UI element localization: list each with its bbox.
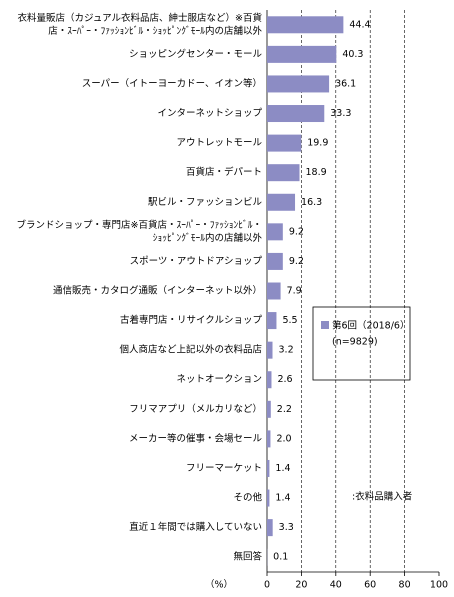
bar: [267, 252, 283, 270]
bar: [267, 341, 273, 359]
bar: [267, 45, 337, 63]
bar: [267, 193, 296, 211]
value-label: 5.5: [282, 315, 297, 326]
value-label: 36.1: [335, 78, 356, 89]
value-label: 2.0: [276, 433, 291, 444]
value-label: 3.3: [279, 522, 294, 533]
value-label: 7.9: [287, 286, 302, 297]
bar: [267, 134, 302, 152]
y-tick-label: 店・ｽｰﾊﾟｰ・ﾌｧｯｼｮﾝﾋﾞﾙ・ｼｮｯﾋﾟﾝｸﾞﾓｰﾙ内の店舗以外: [48, 25, 262, 37]
y-tick-label: メーカー等の催事・会場セール: [129, 432, 263, 444]
legend-label: 第6回（2018/6）: [332, 320, 409, 332]
x-tick-label: 60: [364, 580, 376, 591]
bar: [267, 164, 300, 182]
y-tick-label: スーパー（イトーヨーカドー、イオン等）: [82, 77, 262, 89]
x-axis-label: （%）: [205, 579, 233, 591]
x-tick-label: 20: [295, 580, 307, 591]
value-label: 18.9: [306, 167, 327, 178]
x-tick-label: 100: [430, 580, 448, 591]
y-tick-label: 駅ビル・ファッションビル: [148, 197, 263, 208]
y-tick-label: ｼｮｯﾋﾟﾝｸﾞﾓｰﾙ内の店舗以外: [153, 232, 263, 244]
bar: [267, 16, 344, 34]
y-tick-label: 無回答: [233, 551, 262, 563]
value-label: 33.3: [330, 108, 351, 119]
y-tick-label: 衣料量販店（カジュアル衣料品店、紳士服店など）※百貨: [17, 12, 262, 24]
value-label: 44.4: [349, 19, 370, 30]
value-label: 2.6: [277, 374, 292, 385]
bar: [267, 371, 272, 389]
value-label: 19.9: [307, 138, 328, 149]
y-tick-label: 通信販売・カタログ通販（インターネット以外）: [53, 285, 262, 297]
value-label: 40.3: [342, 49, 363, 60]
value-label: 2.2: [277, 404, 292, 415]
value-label: 1.4: [275, 493, 290, 504]
y-tick-label: 直近１年間では購入していない: [129, 521, 262, 533]
bar: [267, 223, 283, 241]
y-tick-label: 古着専門店・リサイクルショップ: [120, 314, 263, 326]
value-label: 16.3: [301, 197, 322, 208]
bar: [267, 519, 273, 537]
bar: [267, 459, 270, 477]
annotation: :衣料品購入者: [352, 491, 412, 503]
bar: [267, 75, 330, 93]
bar: [267, 312, 277, 330]
legend-box: [312, 306, 411, 381]
value-label: 1.4: [275, 463, 290, 474]
value-label: 0.1: [273, 552, 288, 563]
bar: [267, 105, 325, 123]
y-tick-label: フリーマーケット: [186, 463, 262, 474]
value-label: 3.2: [279, 345, 294, 356]
x-tick-label: 80: [399, 580, 411, 591]
legend-swatch: [321, 321, 329, 329]
y-tick-label: アウトレットモール: [176, 138, 262, 149]
y-tick-label: ショッピングセンター・モール: [129, 48, 263, 60]
bar: [267, 489, 270, 507]
legend-note: (n=9829): [332, 337, 378, 348]
y-tick-label: スポーツ・アウトドアショップ: [130, 256, 263, 267]
y-tick-label: ネットオークション: [176, 374, 262, 385]
y-tick-label: 個人商店など上記以外の衣料品店: [119, 344, 262, 356]
y-tick-label: 百貨店・デパート: [186, 166, 262, 178]
y-tick-label: ブランドショップ・専門店※百貨店・ｽｰﾊﾟｰ・ﾌｧｯｼｮﾝﾋﾞﾙ・: [17, 219, 262, 231]
value-label: 9.2: [289, 226, 304, 237]
y-tick-label: インターネットショップ: [157, 108, 262, 119]
bar: [267, 282, 281, 300]
y-tick-label: フリマアプリ（メルカリなど）: [129, 403, 262, 415]
bar: [267, 430, 271, 448]
x-tick-label: 40: [330, 580, 342, 591]
value-label: 9.2: [289, 256, 304, 267]
y-tick-label: その他: [233, 492, 262, 504]
bar: [267, 400, 271, 418]
x-tick-label: 0: [264, 580, 270, 591]
